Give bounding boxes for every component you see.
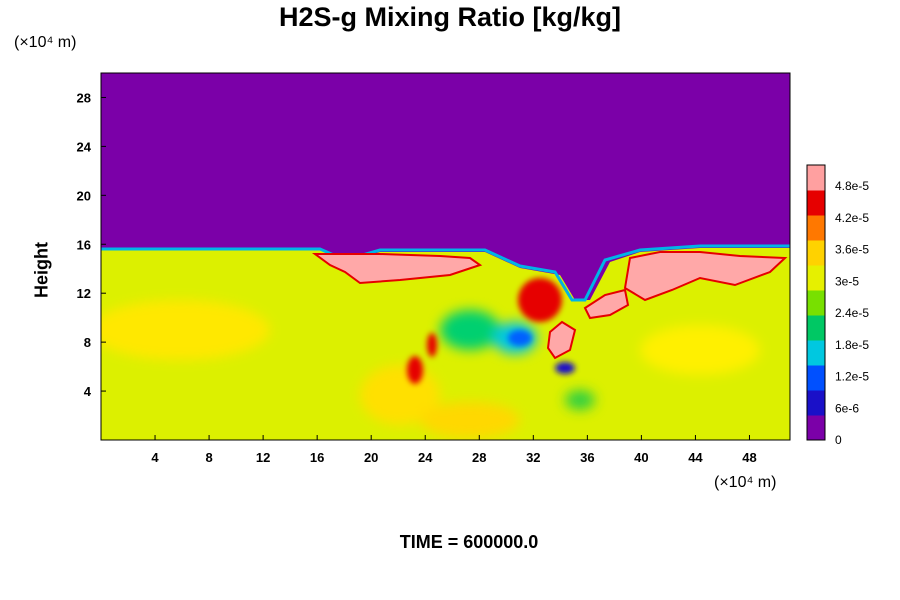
- colorbar-segment: [807, 240, 825, 266]
- colorbar-tick-label: 3e-5: [835, 274, 859, 288]
- x-tick-label: 16: [310, 450, 324, 465]
- colorbar-tick-label: 4.8e-5: [835, 179, 869, 193]
- red-patch: [407, 356, 423, 384]
- y-tick-label: 24: [77, 139, 92, 154]
- x-tick-label: 4: [151, 450, 159, 465]
- y-unit-label: (×10⁴ m): [14, 34, 77, 51]
- y-tick-label: 28: [77, 90, 91, 105]
- y-tick-label: 16: [77, 237, 91, 252]
- colorbar-tick-label: 1.8e-5: [835, 338, 869, 352]
- colorbar-segment: [807, 315, 825, 341]
- colorbar-tick-label: 1.2e-5: [835, 370, 869, 384]
- colorbar-tick-label: 0: [835, 433, 842, 447]
- colorbar-segment: [807, 190, 825, 216]
- x-tick-label: 8: [205, 450, 212, 465]
- colorbar-tick-label: 4.2e-5: [835, 211, 869, 225]
- pink-band: [583, 288, 630, 320]
- colorbar-tick-label: 6e-6: [835, 401, 859, 415]
- x-tick-label: 40: [634, 450, 648, 465]
- y-tick-label: 8: [84, 335, 91, 350]
- x-tick-label: 44: [688, 450, 703, 465]
- yellow-patch: [101, 300, 270, 360]
- x-axis-ticks: 4 8 12 16 20 24 28 32 36 40 44 48: [151, 435, 757, 465]
- x-tick-label: 28: [472, 450, 486, 465]
- colorbar-segment: [807, 415, 825, 441]
- colorbar-segment: [807, 265, 825, 291]
- x-tick-label: 48: [742, 450, 756, 465]
- colorbar-segment: [807, 340, 825, 366]
- colorbar-segment: [807, 165, 825, 191]
- colorbar-frame: [806, 164, 826, 441]
- plot-frame: [100, 72, 791, 441]
- blue-patch: [508, 330, 532, 346]
- heatmap-field: [101, 73, 790, 440]
- colorbar-tick-label: 3.6e-5: [835, 243, 869, 257]
- blue-patch: [555, 362, 575, 374]
- x-tick-label: 36: [580, 450, 594, 465]
- y-tick-label: 4: [84, 384, 92, 399]
- colorbar-tick-label: 2.4e-5: [835, 306, 869, 320]
- x-tick-label: 32: [526, 450, 540, 465]
- yellow-patch: [640, 325, 760, 375]
- x-tick-label: 24: [418, 450, 433, 465]
- x-tick-label: 20: [364, 450, 378, 465]
- x-tick-label: 12: [256, 450, 270, 465]
- colorbar-segment: [807, 290, 825, 316]
- pink-band: [546, 320, 577, 360]
- colorbar: 0 6e-6 1.2e-5 1.8e-5 2.4e-5 3e-5 3.6e-5 4.2e-5 4…: [806, 164, 869, 447]
- colorbar-segment: [807, 365, 825, 391]
- y-axis-ticks: 4 8 12 16 20 24 28: [77, 90, 106, 399]
- colorbar-segment: [807, 215, 825, 241]
- pink-band: [311, 253, 483, 285]
- green-patch: [565, 390, 595, 410]
- pink-band: [623, 251, 788, 302]
- yellow-patch: [420, 402, 520, 438]
- y-tick-label: 12: [77, 286, 91, 301]
- green-patch: [440, 310, 500, 350]
- chart-title: H2S-g Mixing Ratio [kg/kg]: [278, 2, 621, 32]
- time-label: TIME = 600000.0: [399, 532, 539, 552]
- red-patch: [518, 278, 562, 322]
- x-unit-label: (×10⁴ m): [714, 474, 777, 491]
- colorbar-segment: [807, 390, 825, 416]
- red-patch: [427, 333, 437, 357]
- y-tick-label: 20: [77, 188, 91, 203]
